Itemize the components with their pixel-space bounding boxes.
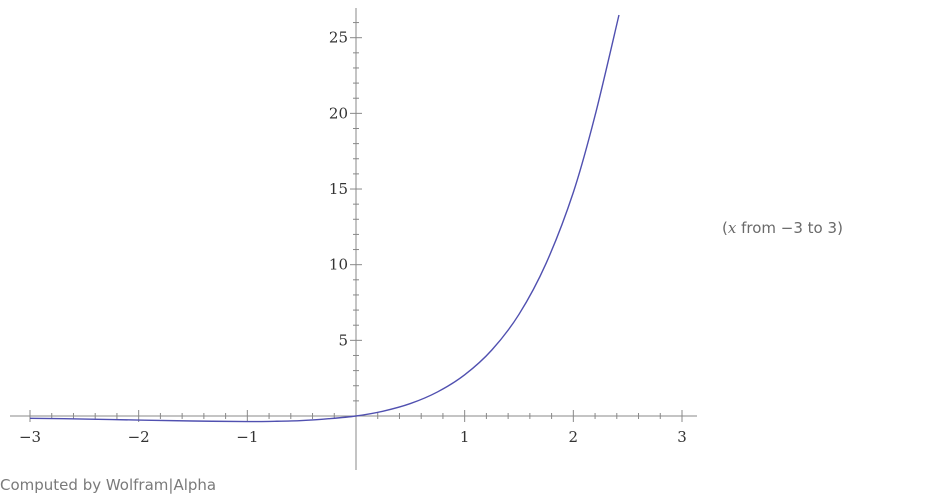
range-close-paren: ) <box>837 219 843 237</box>
range-variable: x <box>727 219 737 237</box>
tick-labels: −3 −2 −1 1 2 3 5 10 15 20 25 <box>19 29 687 446</box>
tick-marks <box>29 22 683 422</box>
range-to-value: 3 <box>827 219 838 237</box>
range-from-value: −3 <box>780 219 803 237</box>
function-curve <box>29 14 620 423</box>
y-tick-label: 15 <box>329 180 348 198</box>
x-tick-label: −3 <box>19 428 41 446</box>
x-tick-label: 2 <box>569 428 579 446</box>
x-tick-label: −2 <box>128 428 150 446</box>
computed-by-credit: Computed by Wolfram|Alpha <box>0 476 217 494</box>
range-from-word: from <box>736 219 781 237</box>
x-tick-label: −1 <box>236 428 258 446</box>
y-tick-label: 20 <box>329 104 348 122</box>
y-tick-label: 5 <box>338 331 348 349</box>
x-tick-label: 3 <box>677 428 687 446</box>
y-tick-label: 10 <box>329 256 348 274</box>
range-open-paren: ( <box>722 219 728 237</box>
x-tick-label: 1 <box>460 428 470 446</box>
y-tick-label: 25 <box>329 29 348 47</box>
range-to-word: to <box>802 219 828 237</box>
plot-area: −3 −2 −1 1 2 3 5 10 15 20 25 <box>10 8 697 470</box>
plot-range-note: (x from −3 to 3) <box>722 219 843 237</box>
